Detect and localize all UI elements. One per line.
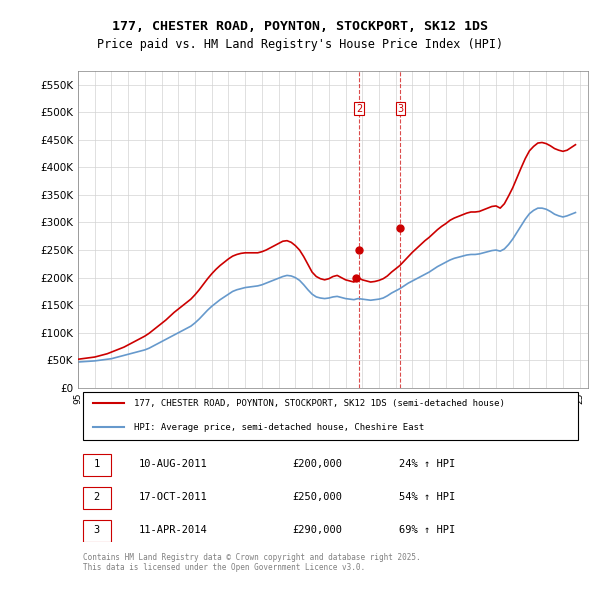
Text: £290,000: £290,000 xyxy=(292,525,342,535)
FancyBboxPatch shape xyxy=(83,392,578,440)
Text: HPI: Average price, semi-detached house, Cheshire East: HPI: Average price, semi-detached house,… xyxy=(134,422,424,431)
Text: 54% ↑ HPI: 54% ↑ HPI xyxy=(400,492,455,502)
FancyBboxPatch shape xyxy=(83,520,111,542)
Text: 1: 1 xyxy=(94,459,100,469)
Text: £200,000: £200,000 xyxy=(292,459,342,469)
Text: 17-OCT-2011: 17-OCT-2011 xyxy=(139,492,208,502)
Text: 177, CHESTER ROAD, POYNTON, STOCKPORT, SK12 1DS (semi-detached house): 177, CHESTER ROAD, POYNTON, STOCKPORT, S… xyxy=(134,399,505,408)
Text: 3: 3 xyxy=(397,104,403,114)
Text: 177, CHESTER ROAD, POYNTON, STOCKPORT, SK12 1DS: 177, CHESTER ROAD, POYNTON, STOCKPORT, S… xyxy=(112,20,488,33)
Text: 11-APR-2014: 11-APR-2014 xyxy=(139,525,208,535)
Text: 3: 3 xyxy=(94,525,100,535)
Text: 24% ↑ HPI: 24% ↑ HPI xyxy=(400,459,455,469)
Text: £250,000: £250,000 xyxy=(292,492,342,502)
Text: Contains HM Land Registry data © Crown copyright and database right 2025.
This d: Contains HM Land Registry data © Crown c… xyxy=(83,553,421,572)
Text: 10-AUG-2011: 10-AUG-2011 xyxy=(139,459,208,469)
Text: 69% ↑ HPI: 69% ↑ HPI xyxy=(400,525,455,535)
Text: 2: 2 xyxy=(94,492,100,502)
FancyBboxPatch shape xyxy=(83,454,111,476)
FancyBboxPatch shape xyxy=(83,487,111,509)
Text: Price paid vs. HM Land Registry's House Price Index (HPI): Price paid vs. HM Land Registry's House … xyxy=(97,38,503,51)
Text: 2: 2 xyxy=(356,104,362,114)
